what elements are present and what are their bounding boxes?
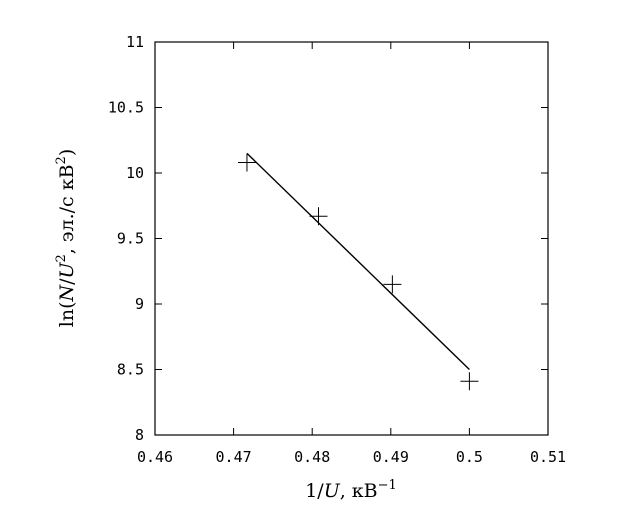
y-axis-title-func: ln( <box>56 302 78 328</box>
y-axis-title-close: ) <box>56 149 78 156</box>
y-tick-label: 8 <box>135 426 144 444</box>
y-tick-label: 9 <box>135 295 144 313</box>
data-point <box>383 275 402 294</box>
plot-frame <box>154 41 549 436</box>
y-axis-title-u: U <box>56 261 78 278</box>
y-axis-title-slash: / <box>56 278 78 285</box>
y-tick-label: 10 <box>126 164 144 182</box>
fit-line-group <box>246 152 470 371</box>
x-tick-label: 0.47 <box>216 448 252 466</box>
data-point <box>237 153 256 172</box>
fit-line <box>246 152 470 371</box>
data-point <box>309 207 328 226</box>
data-point <box>460 372 479 391</box>
x-axis-title: 1/U, кВ−1 <box>305 478 397 502</box>
x-tick-label: 0.51 <box>530 448 566 466</box>
y-axis-title-exp2: 2 <box>54 156 69 164</box>
x-tick-label: 0.5 <box>456 448 483 466</box>
axis-ticks <box>154 41 549 436</box>
x-axis-title-unit: , кВ <box>340 480 378 502</box>
y-axis-title-exp1: 2 <box>54 254 69 262</box>
y-tick-label: 9.5 <box>117 230 144 248</box>
x-tick-label: 0.49 <box>373 448 409 466</box>
y-axis-title: ln(N/U2, эл./с кВ2) <box>54 149 78 328</box>
y-tick-label: 8.5 <box>117 361 144 379</box>
y-tick-label: 10.5 <box>108 99 144 117</box>
data-markers <box>237 153 479 391</box>
x-tick-label: 0.48 <box>294 448 330 466</box>
y-axis-title-unit: , эл./с кВ <box>56 164 78 254</box>
axis-tick-labels: 0.46 0.47 0.48 0.49 0.5 0.51 8 8.5 9 9.5 10 10.5 11 <box>108 33 566 466</box>
x-tick-label: 0.46 <box>137 448 173 466</box>
y-tick-label: 11 <box>126 33 144 51</box>
y-axis-title-n: N <box>56 284 78 303</box>
x-axis-title-var: U <box>324 480 341 502</box>
x-axis-title-main: 1/ <box>305 480 324 502</box>
x-axis-title-exponent: −1 <box>378 478 397 493</box>
